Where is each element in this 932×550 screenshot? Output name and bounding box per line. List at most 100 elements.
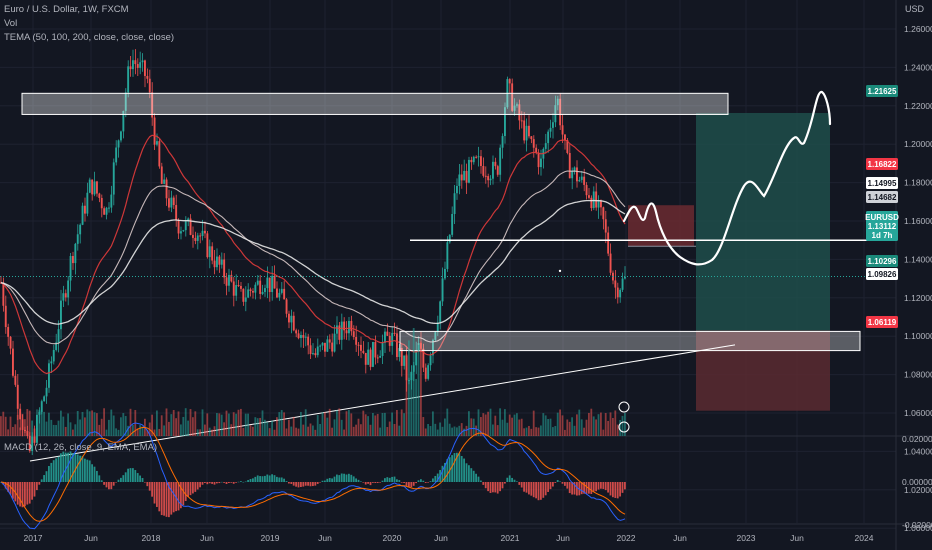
candle-body xyxy=(228,274,230,286)
candle-body xyxy=(393,332,396,334)
candle-body xyxy=(604,219,607,233)
volume-bar xyxy=(57,420,60,436)
candle-body xyxy=(139,62,142,68)
volume-bar xyxy=(612,417,614,436)
macd-hist-bar xyxy=(340,473,343,482)
volume-bar xyxy=(264,419,266,436)
volume-bar xyxy=(62,416,65,436)
macd-legend[interactable]: MACD (12, 26, close, 9, EMA, EMA) xyxy=(4,442,158,453)
candle-body xyxy=(247,289,250,298)
macd-hist-bar xyxy=(232,482,235,484)
volume-bar xyxy=(520,418,523,436)
candle-body xyxy=(81,205,84,225)
candle-body xyxy=(242,288,245,302)
candle-body xyxy=(316,346,319,356)
macd-hist-bar xyxy=(67,452,69,482)
macd-hist-bar xyxy=(595,482,597,492)
volume-bar xyxy=(163,425,165,436)
tema-legend[interactable]: TEMA (50, 100, 200, close, close, close) xyxy=(4,32,175,43)
volume-bar xyxy=(129,408,132,436)
volume-bar xyxy=(609,412,612,436)
volume-bar xyxy=(427,424,429,436)
volume-bar xyxy=(81,411,84,436)
candle-body xyxy=(115,147,118,163)
volume-bar xyxy=(420,341,422,436)
macd-hist-bar xyxy=(571,482,573,495)
resistance-zone xyxy=(21,92,729,115)
macd-hist-bar xyxy=(499,482,501,492)
volume-bar xyxy=(122,413,125,436)
volume-bar xyxy=(415,378,417,436)
macd-hist-bar xyxy=(192,482,194,494)
volume-bar xyxy=(220,414,223,436)
candle-body xyxy=(280,288,283,293)
price-axis-tick: 1.08000 xyxy=(904,370,932,380)
candle-body xyxy=(271,275,274,293)
candle-body xyxy=(516,104,518,106)
candle-body xyxy=(62,293,65,301)
volume-bar xyxy=(235,413,237,436)
macd-hist-bar xyxy=(220,481,223,483)
candle-body xyxy=(348,320,350,334)
volume-bar xyxy=(98,424,101,436)
volume-bar xyxy=(602,429,605,436)
candle-body xyxy=(432,339,434,356)
candle-body xyxy=(396,333,398,357)
volume-bar xyxy=(453,426,456,436)
symbol-legend[interactable]: Euro / U.S. Dollar, 1W, FXCM xyxy=(4,4,129,15)
volume-bar xyxy=(439,422,441,436)
macd-hist-bar xyxy=(348,473,350,482)
volume-bar xyxy=(108,419,110,436)
volume-bar xyxy=(86,409,89,436)
time-axis-tick: 2022 xyxy=(617,533,636,543)
macd-hist-bar xyxy=(415,482,417,484)
volume-bar xyxy=(141,426,144,436)
volume-bar xyxy=(616,424,619,436)
volume-bar xyxy=(496,425,499,436)
macd-hist-bar xyxy=(72,453,74,482)
candle-body xyxy=(607,232,610,254)
candle-body xyxy=(453,193,456,215)
candle-body xyxy=(194,237,197,241)
macd-hist-bar xyxy=(276,476,278,482)
macd-hist-bar xyxy=(115,482,117,483)
candle-body xyxy=(168,198,170,208)
macd-hist-bar xyxy=(391,476,393,482)
candle-body xyxy=(386,331,389,336)
macd-hist-bar xyxy=(530,482,533,496)
volume-bar xyxy=(444,418,446,436)
volume-bar xyxy=(508,414,511,436)
macd-hist-bar xyxy=(321,480,324,482)
candle-body xyxy=(93,181,96,195)
volume-bar xyxy=(50,419,53,436)
volume-bar xyxy=(240,408,242,436)
candle-body xyxy=(103,208,106,215)
volume-bar xyxy=(559,409,561,436)
volume-bar xyxy=(396,410,398,436)
candle-body xyxy=(9,336,12,349)
macd-hist-bar xyxy=(160,482,163,516)
volume-legend[interactable]: Vol xyxy=(4,18,18,29)
macd-hist-bar xyxy=(352,476,355,482)
macd-hist-bar xyxy=(333,476,336,482)
candle-body xyxy=(338,325,341,340)
candle-body xyxy=(477,156,480,158)
volume-bar xyxy=(552,427,554,436)
volume-bar xyxy=(328,408,331,436)
volume-bar xyxy=(254,417,257,436)
candle-body xyxy=(564,134,566,141)
volume-bar xyxy=(292,416,295,436)
candle-body xyxy=(535,147,538,153)
volume-bar xyxy=(458,425,461,436)
volume-bar xyxy=(124,416,127,436)
candle-body xyxy=(28,435,31,451)
volume-bar xyxy=(100,418,103,436)
candle-body xyxy=(475,156,478,158)
macd-hist-bar xyxy=(540,482,542,500)
volume-bar xyxy=(398,425,401,436)
candle-body xyxy=(374,341,377,358)
candle-body xyxy=(525,125,528,141)
candle-body xyxy=(352,331,355,337)
volume-bar xyxy=(76,410,79,436)
